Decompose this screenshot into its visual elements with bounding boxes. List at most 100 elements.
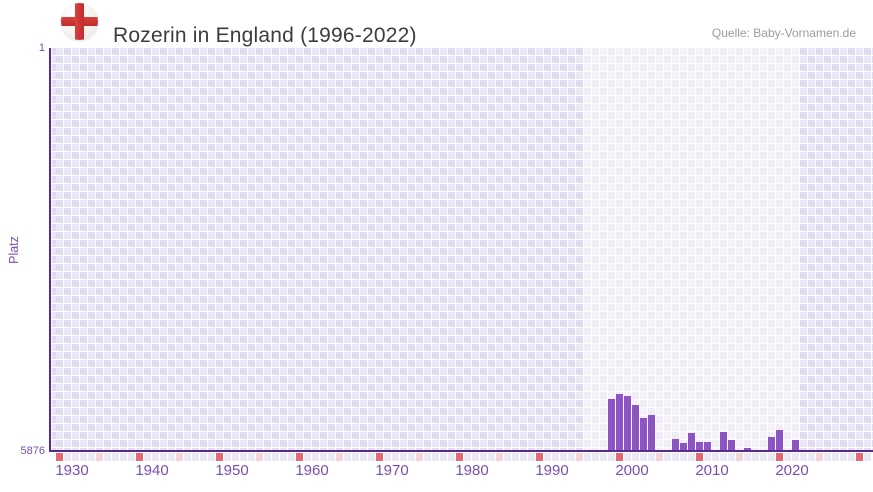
bar-2003[interactable]: [640, 418, 647, 450]
y-tick-bottom: 5876: [20, 445, 45, 457]
strip-half-decade-marker: [256, 453, 263, 461]
strip-cell: [488, 453, 495, 461]
strip-cell: [464, 453, 471, 461]
strip-cell: [264, 453, 271, 461]
strip-cell: [688, 453, 695, 461]
strip-cell: [432, 453, 439, 461]
x-tick-label-1990: 1990: [535, 462, 569, 479]
source-credit: Quelle: Baby-Vornamen.de: [711, 26, 856, 40]
strip-cell: [400, 453, 407, 461]
bar-2013[interactable]: [720, 432, 727, 450]
strip-cell: [608, 453, 615, 461]
strip-half-decade-marker: [416, 453, 423, 461]
x-tick-label-1930: 1930: [55, 462, 89, 479]
strip-cell: [320, 453, 327, 461]
strip-cell: [584, 453, 591, 461]
strip-cell: [288, 453, 295, 461]
highlight-band: [584, 48, 800, 450]
bar-2004[interactable]: [648, 415, 655, 450]
bar-2001[interactable]: [624, 396, 631, 450]
bar-2020[interactable]: [776, 430, 783, 450]
strip-cell: [824, 453, 831, 461]
bar-2022[interactable]: [792, 440, 799, 450]
strip-cell: [184, 453, 191, 461]
strip-cell: [360, 453, 367, 461]
x-tick-label-1950: 1950: [215, 462, 249, 479]
bar-2016[interactable]: [744, 448, 751, 450]
strip-half-decade-marker: [576, 453, 583, 461]
bar-2000[interactable]: [616, 394, 623, 450]
strip-cell: [792, 453, 799, 461]
x-axis-line: [49, 450, 873, 452]
strip-cell: [568, 453, 575, 461]
strip-cell: [128, 453, 135, 461]
strip-cell: [784, 453, 791, 461]
y-axis-title: Platz: [7, 236, 21, 264]
strip-cell: [424, 453, 431, 461]
strip-cell: [104, 453, 111, 461]
strip-cell: [520, 453, 527, 461]
strip-decade-marker: [776, 453, 783, 461]
x-tick-label-2010: 2010: [695, 462, 729, 479]
strip-decade-marker: [856, 453, 863, 461]
strip-cell: [752, 453, 759, 461]
bar-2008[interactable]: [680, 443, 687, 450]
strip-cell: [720, 453, 727, 461]
strip-cell: [152, 453, 159, 461]
strip-half-decade-marker: [496, 453, 503, 461]
strip-cell: [560, 453, 567, 461]
strip-cell: [472, 453, 479, 461]
strip-cell: [832, 453, 839, 461]
strip-cell: [304, 453, 311, 461]
y-tick-top: 1: [38, 42, 45, 54]
strip-decade-marker: [536, 453, 543, 461]
strip-cell: [88, 453, 95, 461]
strip-half-decade-marker: [816, 453, 823, 461]
bar-2010[interactable]: [696, 442, 703, 450]
strip-decade-marker: [216, 453, 223, 461]
strip-cell: [280, 453, 287, 461]
strip-cell: [248, 453, 255, 461]
page-title: Rozerin in England (1996-2022): [113, 24, 417, 48]
bar-2019[interactable]: [768, 437, 775, 450]
x-tick-label-1960: 1960: [295, 462, 329, 479]
strip-cell: [80, 453, 87, 461]
strip-half-decade-marker: [336, 453, 343, 461]
bar-2007[interactable]: [672, 439, 679, 450]
strip-half-decade-marker: [736, 453, 743, 461]
bar-2014[interactable]: [728, 440, 735, 450]
strip-cell: [392, 453, 399, 461]
strip-cell: [440, 453, 447, 461]
strip-decade-marker: [296, 453, 303, 461]
strip-cell: [232, 453, 239, 461]
strip-cell: [680, 453, 687, 461]
bar-1999[interactable]: [608, 399, 615, 450]
x-tick-labels: 1930 1940 1950 1960 1970 1980 1990 2000 2010 2020: [52, 462, 873, 480]
strip-cell: [840, 453, 847, 461]
strip-decade-marker: [136, 453, 143, 461]
strip-cell: [112, 453, 119, 461]
strip-cell: [672, 453, 679, 461]
strip-cell: [664, 453, 671, 461]
bar-2011[interactable]: [704, 442, 711, 450]
strip-cell: [240, 453, 247, 461]
flag-cross-vertical: [75, 3, 84, 40]
strip-cell: [544, 453, 551, 461]
strip-cell: [144, 453, 151, 461]
strip-cell: [272, 453, 279, 461]
strip-cell: [600, 453, 607, 461]
strip-cell: [312, 453, 319, 461]
strip-cell: [512, 453, 519, 461]
strip-cell: [480, 453, 487, 461]
strip-cell: [592, 453, 599, 461]
strip-cell: [168, 453, 175, 461]
strip-cell: [328, 453, 335, 461]
bar-2009[interactable]: [688, 433, 695, 450]
strip-cell: [848, 453, 855, 461]
strip-cell: [648, 453, 655, 461]
x-tick-label-1980: 1980: [455, 462, 489, 479]
bar-2002[interactable]: [632, 405, 639, 450]
strip-cell: [552, 453, 559, 461]
strip-decade-marker: [456, 453, 463, 461]
strip-decade-marker: [616, 453, 623, 461]
